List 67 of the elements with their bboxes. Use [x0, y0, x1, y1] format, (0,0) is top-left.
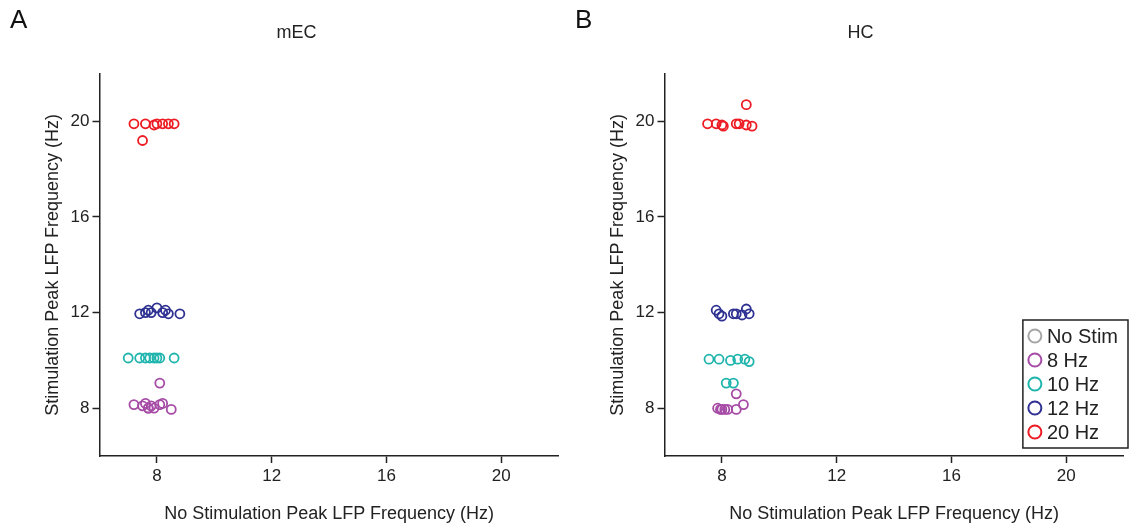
point — [134, 352, 146, 364]
y-tick-label: 20 — [70, 111, 90, 131]
legend-label: 8 Hz — [1046, 348, 1088, 371]
legend-label: 10 Hz — [1046, 372, 1100, 395]
point — [746, 120, 758, 132]
point — [157, 118, 169, 130]
x-tick-label: 12 — [262, 465, 282, 485]
point — [162, 118, 174, 130]
point — [727, 377, 739, 389]
point — [140, 118, 151, 130]
point — [743, 308, 755, 320]
point — [174, 308, 186, 320]
point — [740, 303, 752, 315]
text: B — [575, 4, 593, 35]
point — [137, 135, 148, 146]
x-tick-label: 8 — [717, 465, 727, 485]
point — [713, 353, 725, 365]
point — [703, 353, 715, 365]
point — [140, 352, 151, 364]
point — [154, 377, 166, 389]
point — [732, 353, 744, 365]
y-tick-label: 8 — [645, 397, 655, 417]
x-tick-label: 12 — [827, 465, 847, 485]
x-tick-label: 20 — [1056, 465, 1076, 485]
point — [151, 302, 163, 314]
point — [730, 404, 742, 415]
x-tick-label: 20 — [491, 465, 511, 485]
point — [736, 309, 748, 321]
point — [740, 99, 752, 111]
y-tick-label: 16 — [70, 206, 90, 226]
text: A — [10, 4, 28, 35]
point — [720, 377, 732, 389]
point — [168, 118, 180, 130]
y-tick-label: 12 — [70, 302, 90, 322]
point — [730, 388, 742, 400]
legend-label: 20 Hz — [1046, 420, 1100, 443]
point — [725, 355, 736, 366]
point — [710, 118, 722, 130]
point — [144, 352, 156, 364]
chart-title: mEC — [276, 21, 317, 42]
y-axis-title: Stimulation Peak LFP Frequency (Hz) — [606, 113, 627, 416]
y-tick-label: 8 — [80, 397, 90, 417]
point — [128, 118, 140, 130]
point — [162, 308, 174, 320]
y-tick-label: 12 — [635, 302, 655, 322]
x-axis-title: No Stimulation Peak LFP Frequency (Hz) — [164, 503, 495, 524]
point — [738, 399, 749, 411]
point — [134, 308, 146, 320]
x-tick-label: 8 — [152, 465, 162, 485]
legend-label: No Stim — [1046, 324, 1118, 347]
point — [165, 404, 177, 415]
point — [743, 356, 755, 367]
y-tick-label: 16 — [635, 206, 655, 226]
legend-label: 12 Hz — [1046, 396, 1100, 419]
point — [739, 353, 751, 365]
chart-title: HC — [847, 21, 874, 42]
y-tick-label: 20 — [635, 111, 655, 131]
point — [128, 399, 140, 411]
y-axis-title: Stimulation Peak LFP Frequency (Hz) — [41, 113, 62, 416]
point — [168, 352, 180, 364]
point — [710, 304, 722, 316]
point — [740, 119, 752, 131]
x-axis-title: No Stimulation Peak LFP Frequency (Hz) — [729, 503, 1060, 524]
point — [702, 118, 713, 130]
point — [122, 352, 134, 364]
x-tick-label: 16 — [377, 465, 396, 485]
x-tick-label: 16 — [942, 465, 961, 485]
